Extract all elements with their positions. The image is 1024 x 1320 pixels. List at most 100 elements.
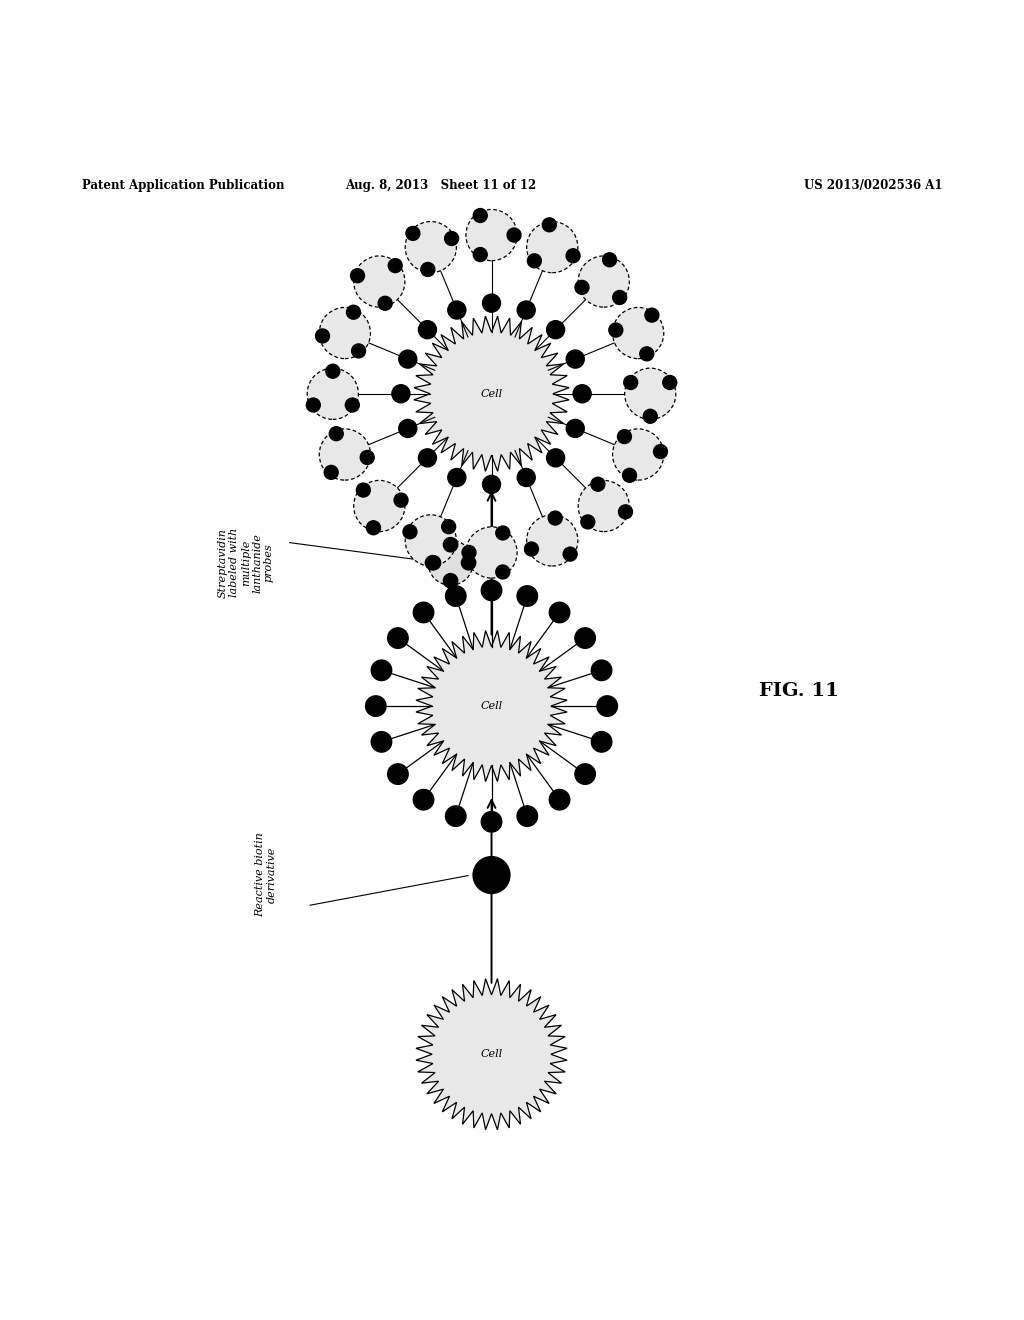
Circle shape [481, 812, 502, 832]
Circle shape [612, 429, 664, 480]
Circle shape [406, 515, 457, 566]
Circle shape [481, 579, 502, 601]
Circle shape [496, 525, 510, 540]
Polygon shape [416, 631, 567, 781]
Circle shape [591, 660, 611, 681]
Circle shape [617, 430, 632, 444]
Circle shape [473, 248, 487, 261]
Circle shape [372, 660, 392, 681]
Circle shape [597, 696, 617, 717]
Polygon shape [414, 317, 569, 471]
Circle shape [330, 426, 343, 441]
Circle shape [549, 602, 569, 623]
Circle shape [566, 350, 585, 368]
Circle shape [388, 764, 409, 784]
Circle shape [351, 345, 366, 358]
Circle shape [496, 565, 510, 579]
Circle shape [573, 384, 591, 403]
Circle shape [524, 543, 539, 556]
Circle shape [319, 429, 371, 480]
Circle shape [640, 347, 653, 360]
Text: US 2013/0202536 A1: US 2013/0202536 A1 [804, 180, 942, 193]
Circle shape [526, 222, 578, 273]
Circle shape [345, 399, 359, 412]
Text: Cell: Cell [480, 389, 503, 399]
Circle shape [574, 628, 595, 648]
Circle shape [428, 540, 473, 585]
Circle shape [326, 364, 340, 379]
Text: Cell: Cell [480, 1049, 503, 1059]
Circle shape [403, 525, 417, 539]
Circle shape [447, 301, 466, 319]
Circle shape [625, 368, 676, 420]
Circle shape [444, 231, 459, 246]
Circle shape [419, 449, 436, 467]
Circle shape [543, 218, 556, 232]
Circle shape [445, 807, 466, 826]
Circle shape [360, 450, 374, 465]
Circle shape [548, 511, 562, 525]
Circle shape [517, 586, 538, 606]
Circle shape [527, 253, 542, 268]
Circle shape [547, 449, 564, 467]
Circle shape [618, 504, 633, 519]
Circle shape [406, 227, 420, 240]
Circle shape [602, 253, 616, 267]
Circle shape [579, 480, 630, 532]
Circle shape [425, 556, 439, 570]
Circle shape [441, 520, 456, 533]
Circle shape [353, 256, 404, 308]
Text: Reactive biotin
derivative: Reactive biotin derivative [255, 833, 278, 917]
Circle shape [547, 321, 564, 339]
Text: Streptavidin
labeled with
multiple
lanthanide
probes: Streptavidin labeled with multiple lanth… [217, 528, 274, 598]
Circle shape [624, 375, 638, 389]
Text: Aug. 8, 2013   Sheet 11 of 12: Aug. 8, 2013 Sheet 11 of 12 [345, 180, 536, 193]
Circle shape [398, 420, 417, 437]
Circle shape [462, 556, 476, 570]
Circle shape [643, 409, 657, 424]
Circle shape [356, 483, 371, 498]
Circle shape [398, 350, 417, 368]
Circle shape [462, 545, 476, 560]
Text: Patent Application Publication: Patent Application Publication [82, 180, 285, 193]
Circle shape [566, 248, 580, 263]
Circle shape [612, 308, 664, 359]
Circle shape [414, 602, 434, 623]
Text: Cell: Cell [480, 701, 503, 711]
Circle shape [663, 375, 677, 389]
Circle shape [350, 269, 365, 282]
Circle shape [443, 537, 458, 552]
Circle shape [315, 329, 330, 343]
Circle shape [353, 480, 404, 532]
Circle shape [421, 263, 435, 276]
Circle shape [414, 789, 434, 810]
Circle shape [579, 256, 630, 308]
Circle shape [346, 305, 360, 319]
Circle shape [319, 308, 371, 359]
Circle shape [623, 469, 637, 482]
Circle shape [612, 290, 627, 305]
Circle shape [366, 696, 386, 717]
Polygon shape [416, 978, 567, 1130]
Circle shape [325, 466, 338, 479]
Circle shape [653, 445, 668, 458]
Circle shape [306, 399, 321, 412]
Circle shape [372, 731, 392, 752]
Circle shape [549, 789, 569, 810]
Circle shape [466, 527, 517, 578]
Circle shape [378, 296, 392, 310]
Circle shape [466, 210, 517, 260]
Circle shape [574, 764, 595, 784]
Circle shape [581, 515, 595, 529]
Circle shape [388, 628, 409, 648]
Circle shape [591, 731, 611, 752]
Circle shape [566, 420, 585, 437]
Circle shape [307, 368, 358, 420]
Circle shape [445, 586, 466, 606]
Circle shape [591, 478, 605, 491]
Circle shape [388, 259, 402, 272]
Circle shape [482, 475, 501, 494]
Circle shape [526, 515, 578, 566]
Circle shape [507, 228, 521, 242]
Circle shape [394, 494, 408, 507]
